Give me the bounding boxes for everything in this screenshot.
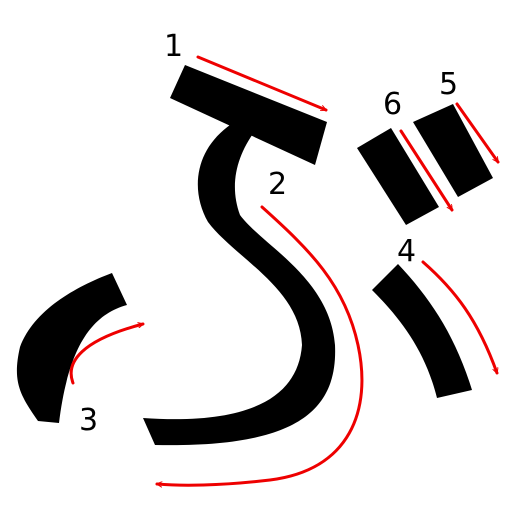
stroke-numbers: 1 2 3 4 5 6	[79, 29, 458, 438]
stroke-number-5: 5	[439, 67, 458, 102]
direction-arrows	[69, 55, 500, 485]
stroke-4-shape	[372, 264, 472, 398]
stroke-number-6: 6	[383, 87, 402, 122]
stroke-number-3: 3	[79, 403, 98, 438]
stroke-1-shape	[170, 65, 327, 165]
stroke-3-shape	[16, 273, 127, 423]
stroke-5-shape	[413, 104, 493, 197]
stroke-3-arrow	[69, 324, 145, 385]
character-strokes	[16, 65, 493, 446]
stroke-2-arrow	[155, 205, 364, 485]
stroke-1-arrow	[196, 55, 326, 112]
stroke-number-2: 2	[268, 167, 287, 202]
stroke-4-arrow	[421, 260, 499, 373]
stroke-number-1: 1	[164, 29, 183, 64]
stroke-5-arrow	[455, 102, 500, 164]
stroke-2-shape	[143, 122, 336, 446]
stroke-number-4: 4	[397, 234, 416, 269]
stroke-6-arrow	[399, 129, 454, 212]
stroke-6-shape	[357, 128, 439, 225]
